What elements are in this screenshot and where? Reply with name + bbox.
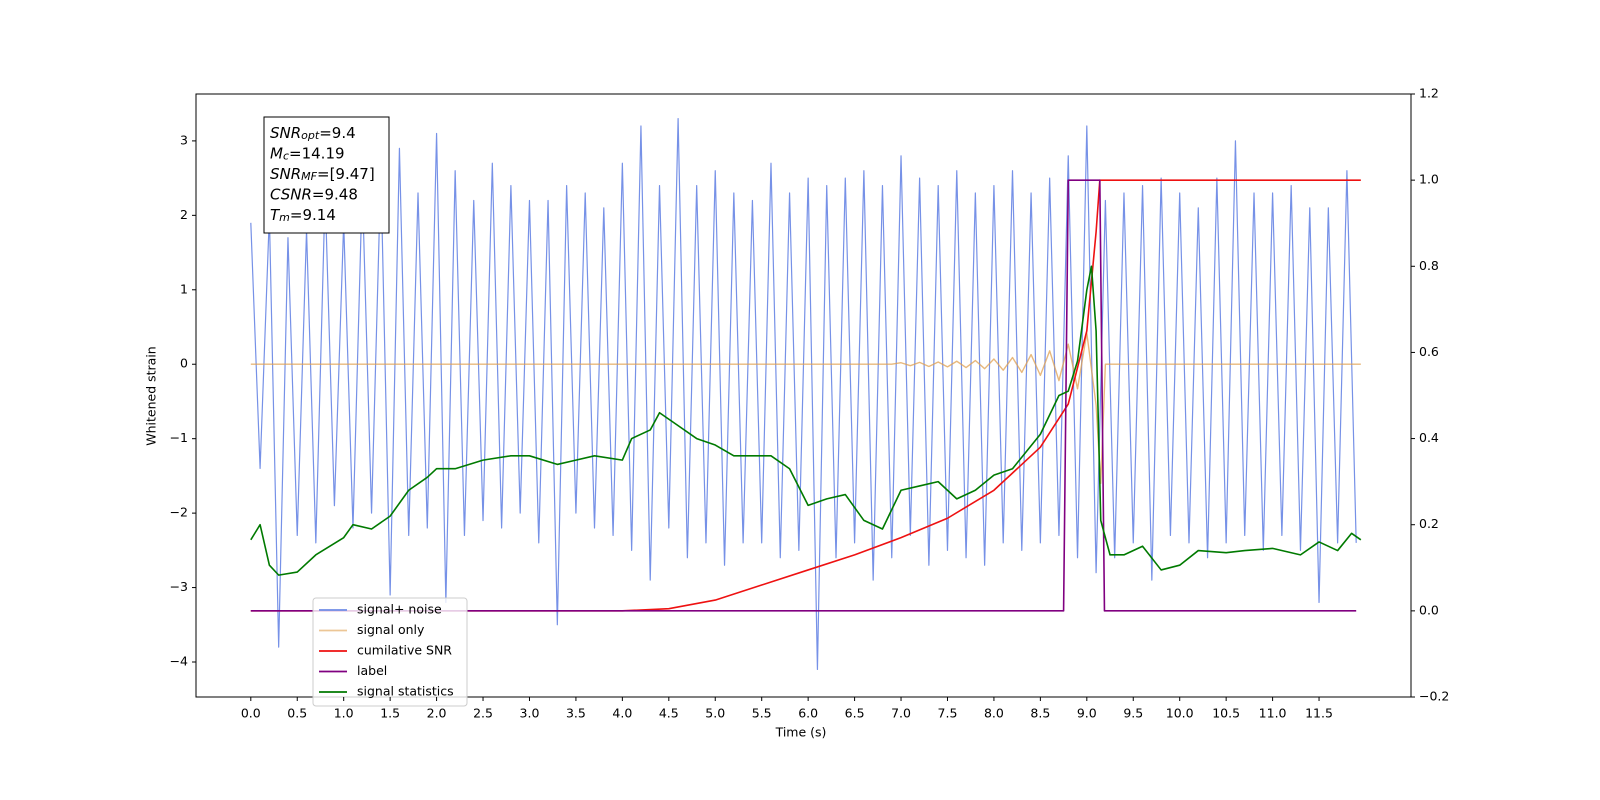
x-tick-label: 1.5 — [380, 706, 400, 721]
y-tick-label: −2 — [170, 505, 188, 520]
y2-tick-label: 0.0 — [1419, 602, 1439, 617]
annotation-symbol: T — [270, 206, 281, 224]
legend-label: signal statistics — [357, 684, 454, 699]
series-line — [250, 179, 1357, 612]
annotation-subscript: m — [279, 211, 290, 224]
x-tick-label: 4.5 — [659, 706, 679, 721]
x-tick-label: 7.5 — [938, 706, 958, 721]
series-line — [250, 332, 1361, 485]
y2-tick-label: 0.8 — [1419, 258, 1439, 273]
y-tick-label: 1 — [180, 281, 188, 296]
y-tick-label: 3 — [180, 132, 188, 147]
y-tick-label: 0 — [180, 356, 188, 371]
x-tick-label: 11.0 — [1259, 706, 1287, 721]
x-tick-label: 10.5 — [1212, 706, 1240, 721]
x-tick-label: 1.0 — [334, 706, 354, 721]
plot-area — [250, 117, 1362, 671]
annotation-subscript: MF — [301, 170, 317, 183]
x-tick-label: 11.5 — [1305, 706, 1333, 721]
y2-tick-label: −0.2 — [1419, 689, 1449, 704]
annotation-symbol: CSNR — [270, 185, 312, 203]
x-tick-label: 6.5 — [845, 706, 865, 721]
annotation-line: CSNR=9.48 — [270, 185, 358, 203]
annotation-value: =14.19 — [289, 144, 345, 162]
annotation-symbol: M — [270, 144, 283, 162]
x-tick-label: 5.5 — [752, 706, 772, 721]
annotation-line: Mc=14.19 — [270, 144, 345, 163]
y2-tick-label: 1.2 — [1419, 86, 1439, 101]
annotation-subscript: c — [283, 150, 289, 163]
y-axis-label: Whitened strain — [144, 346, 159, 445]
x-tick-label: 2.0 — [427, 706, 447, 721]
y2-tick-label: 0.2 — [1419, 516, 1439, 531]
legend-label: label — [357, 663, 387, 678]
x-tick-label: 10.0 — [1166, 706, 1194, 721]
y-tick-label: 2 — [180, 207, 188, 222]
x-tick-label: 6.0 — [798, 706, 818, 721]
annotation-value: =9.48 — [312, 185, 358, 203]
y2-tick-label: 1.0 — [1419, 172, 1439, 187]
y-tick-label: −4 — [170, 654, 188, 669]
annotation-line: SNRMF=[9.47] — [270, 165, 375, 184]
legend-label: cumilative SNR — [357, 643, 452, 658]
x-tick-label: 0.0 — [241, 706, 261, 721]
annotation-box: SNRopt=9.4Mc=14.19SNRMF=[9.47]CSNR=9.48T… — [263, 116, 390, 234]
x-tick-label: 8.0 — [984, 706, 1004, 721]
annotation-symbol: SNR — [270, 124, 301, 142]
x-tick-label: 0.5 — [287, 706, 307, 721]
legend-frame — [312, 597, 468, 707]
annotation-subscript: opt — [301, 129, 320, 142]
x-tick-label: 9.5 — [1123, 706, 1143, 721]
y2-tick-label: 0.4 — [1419, 430, 1439, 445]
y-tick-label: −3 — [170, 579, 188, 594]
x-tick-label: 5.0 — [705, 706, 725, 721]
series-line — [250, 265, 1362, 576]
x-axis-label: Time (s) — [775, 725, 827, 740]
annotation-value: =[9.47] — [317, 165, 375, 183]
y-tick-label: −1 — [170, 430, 188, 445]
legend-label: signal only — [357, 622, 425, 637]
x-tick-label: 3.0 — [520, 706, 540, 721]
annotation-line: SNRopt=9.4 — [270, 124, 356, 143]
legend: signal+ noise signal only cumilative SNR la… — [312, 597, 468, 707]
x-tick-label: 8.5 — [1030, 706, 1050, 721]
x-tick-label: 9.0 — [1077, 706, 1097, 721]
annotation-symbol: SNR — [270, 165, 301, 183]
annotation-line: Tm=9.14 — [270, 206, 336, 225]
annotation-frame — [263, 116, 390, 234]
x-tick-label: 3.5 — [566, 706, 586, 721]
annotation-value: =9.14 — [290, 206, 336, 224]
y2-tick-label: 0.6 — [1419, 344, 1439, 359]
x-tick-label: 4.0 — [612, 706, 632, 721]
axes-frame — [195, 93, 1412, 698]
legend-label: signal+ noise — [357, 602, 442, 617]
x-tick-label: 2.5 — [473, 706, 493, 721]
x-tick-label: 7.0 — [891, 706, 911, 721]
series-line — [250, 179, 1361, 612]
annotation-value: =9.4 — [319, 124, 355, 142]
